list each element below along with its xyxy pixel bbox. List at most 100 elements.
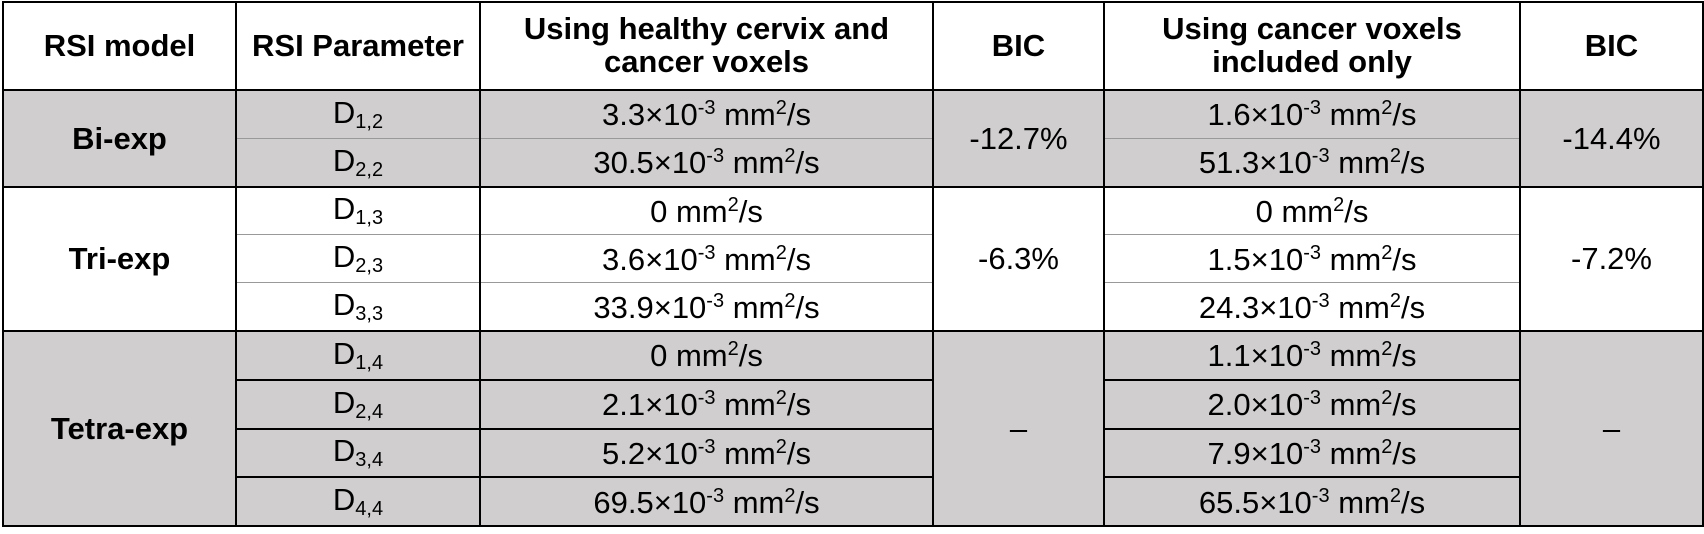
superscript: -3 xyxy=(706,145,725,168)
text: /s xyxy=(1400,484,1426,520)
text: /s xyxy=(1400,145,1426,181)
text: /s xyxy=(1392,338,1417,374)
text: /s xyxy=(738,338,763,374)
subscript: 2,3 xyxy=(355,255,384,278)
text: /s xyxy=(786,97,811,133)
parameter-cell: D2,2 xyxy=(235,137,481,187)
superscript: -3 xyxy=(706,289,725,312)
text: 0 mm xyxy=(1255,193,1334,229)
superscript: -3 xyxy=(1303,97,1321,120)
text: 0 mm xyxy=(650,338,728,374)
superscript: -3 xyxy=(1303,435,1321,458)
text: 7.9×10 xyxy=(1207,435,1304,471)
text: mm xyxy=(1329,145,1390,181)
parameter-cell: D4,4 xyxy=(235,476,481,528)
text: D xyxy=(332,384,356,420)
text: D xyxy=(332,191,356,227)
superscript: -3 xyxy=(1303,241,1321,264)
table-row: Tri-exp D1,3 0 mm2/s -6.3% 0 mm2/s -7.2% xyxy=(2,185,1704,331)
superscript: 2 xyxy=(1389,289,1401,312)
bic-cell: -12.7% xyxy=(932,89,1105,187)
text: D xyxy=(332,94,356,130)
value-cell: 30.5×10-3 mm2/s xyxy=(479,137,934,187)
value-cell: 65.5×10-3 mm2/s xyxy=(1103,476,1521,528)
bic-cell: – xyxy=(1519,329,1704,528)
text: /s xyxy=(786,435,811,471)
text: /s xyxy=(1392,435,1417,471)
text: 2.1×10 xyxy=(602,387,698,423)
subscript: 3,3 xyxy=(355,303,384,326)
superscript: 2 xyxy=(1381,241,1393,264)
header-cell: Using healthy cervix and cancer voxels xyxy=(479,1,934,91)
text: /s xyxy=(1392,387,1417,423)
text: 51.3×10 xyxy=(1198,145,1312,181)
text: /s xyxy=(738,193,763,229)
text: /s xyxy=(795,484,820,520)
superscript: -3 xyxy=(1303,387,1321,410)
text: 33.9×10 xyxy=(593,289,707,325)
superscript: 2 xyxy=(784,145,796,168)
superscript: -3 xyxy=(706,484,725,507)
text: 24.3×10 xyxy=(1198,289,1312,325)
parameter-cell: D1,4 xyxy=(235,329,481,381)
text: mm xyxy=(724,289,785,325)
text: 1.6×10 xyxy=(1207,97,1304,133)
header-cell: Using cancer voxels included only xyxy=(1103,1,1521,91)
value-cell: 2.0×10-3 mm2/s xyxy=(1103,379,1521,430)
value-cell: 0 mm2/s xyxy=(1103,185,1521,235)
header-cell: RSI model xyxy=(2,1,237,91)
text: mm xyxy=(724,484,785,520)
superscript: 2 xyxy=(1381,338,1393,361)
model-cell: Bi-exp xyxy=(2,89,237,187)
table-row: D3,4 5.2×10-3 mm2/s 7.9×10-3 mm2/s xyxy=(3,428,1703,479)
value-cell: 3.3×10-3 mm2/s xyxy=(479,88,934,139)
table-row: D2,3 3.6×10-3 mm2/s 1.5×10-3 mm2/s xyxy=(3,234,1703,283)
subscript: 1,4 xyxy=(355,351,384,374)
superscript: 2 xyxy=(727,193,739,216)
text: mm xyxy=(715,97,776,133)
text: 30.5×10 xyxy=(593,145,707,181)
text: 2.0×10 xyxy=(1207,387,1304,423)
value-cell: 7.9×10-3 mm2/s xyxy=(1103,428,1521,479)
subscript: 3,4 xyxy=(355,449,384,472)
header-cell: BIC xyxy=(1519,1,1704,91)
superscript: 2 xyxy=(775,435,787,458)
parameter-cell: D3,3 xyxy=(235,282,481,331)
text: 3.3×10 xyxy=(602,97,698,133)
value-cell: 1.5×10-3 mm2/s xyxy=(1103,234,1521,283)
value-cell: 0 mm2/s xyxy=(479,185,934,235)
superscript: -3 xyxy=(697,387,716,410)
text: 3.6×10 xyxy=(602,241,698,277)
text: mm xyxy=(1329,289,1390,325)
bic-cell: -14.4% xyxy=(1519,89,1704,187)
table-body: Bi-exp D1,2 3.3×10-3 mm2/s -12.7% 1.6×10-3 m… xyxy=(2,88,1704,528)
header-row: RSI model RSI Parameter Using healthy cerv… xyxy=(2,1,1704,91)
superscript: -3 xyxy=(697,97,716,120)
value-cell: 5.2×10-3 mm2/s xyxy=(479,428,934,479)
superscript: 2 xyxy=(784,289,796,312)
text: D xyxy=(332,287,356,323)
superscript: -3 xyxy=(1311,145,1330,168)
value-cell: 1.6×10-3 mm2/s xyxy=(1103,88,1521,139)
subscript: 1,3 xyxy=(355,207,384,230)
parameter-cell: D1,3 xyxy=(235,185,481,235)
superscript: 2 xyxy=(1381,435,1393,458)
text: mm xyxy=(1329,484,1390,520)
text: /s xyxy=(1392,97,1417,133)
text: 0 mm xyxy=(650,193,728,229)
text: /s xyxy=(786,387,811,423)
text: /s xyxy=(1400,289,1426,325)
superscript: 2 xyxy=(1389,145,1401,168)
text: 5.2×10 xyxy=(602,435,698,471)
subscript: 2,2 xyxy=(355,158,384,181)
table-row: Tetra-exp D1,4 0 mm2/s –1.1×10-3 mm2/s – xyxy=(2,329,1704,528)
value-cell: 24.3×10-3 mm2/s xyxy=(1103,282,1521,331)
bic-cell: – xyxy=(932,329,1105,528)
parameter-cell: D3,4 xyxy=(235,428,481,479)
value-cell: 2.1×10-3 mm2/s xyxy=(479,379,934,430)
value-cell: 69.5×10-3 mm2/s xyxy=(479,476,934,528)
subscript: 1,2 xyxy=(355,110,384,133)
header-cell: BIC xyxy=(932,1,1105,91)
